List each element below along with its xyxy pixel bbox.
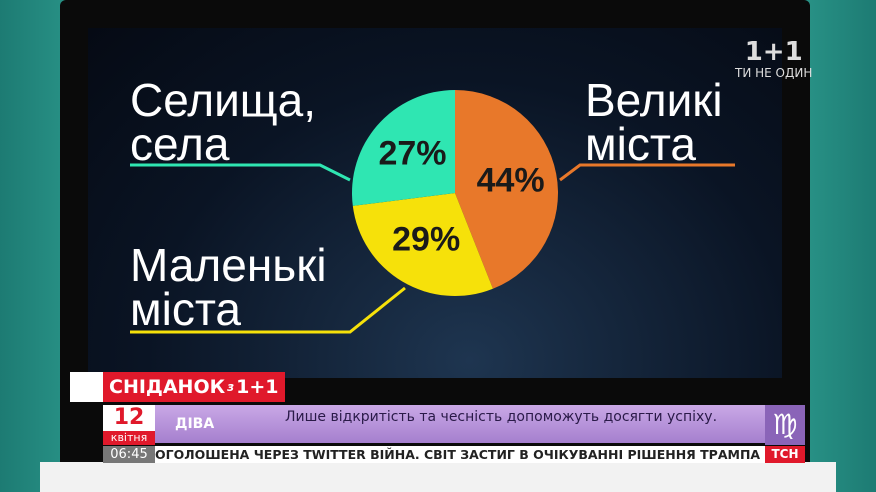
ticker-source: ТСН [765, 446, 805, 463]
show-channel: 1+1 [236, 376, 279, 398]
pie-slice [352, 90, 455, 206]
logo: 1+1 ТИ НЕ ОДИН [735, 38, 812, 80]
logo-slogan: ТИ НЕ ОДИН [735, 66, 813, 80]
category-label: Великі міста [585, 74, 723, 170]
value-label: 29% [392, 221, 460, 259]
value-label: 44% [477, 161, 545, 199]
show-name: СНІДАНОК [109, 376, 226, 398]
value-label: 27% [378, 135, 446, 173]
horoscope-text: Лише відкритість та чесність допоможуть … [285, 409, 718, 425]
horoscope-bar: ДІВА Лише відкритість та чесність допомо… [155, 405, 765, 443]
show-connector: з [227, 380, 235, 394]
date-month: квітня [103, 431, 155, 445]
leader-line [130, 286, 406, 334]
logo-mark: 1+1 [744, 37, 803, 67]
show-icon [70, 372, 103, 402]
pie-slice [352, 193, 493, 296]
leader-line [559, 163, 735, 182]
time-box: 06:45 [103, 446, 155, 463]
laptop-base [40, 462, 836, 492]
show-bar: СНІДАНОК з 1+1 [103, 372, 285, 402]
pie-slice [455, 90, 559, 289]
category-label: Селища, села [130, 74, 317, 170]
zodiac-box: ♍ [765, 405, 805, 445]
leader-line [130, 163, 351, 182]
ticker: ОГОЛОШЕНА ЧЕРЕЗ TWITTER ВІЙНА. СВІТ ЗАСТ… [155, 446, 765, 463]
horoscope-sign: ДІВА [175, 416, 215, 432]
category-label: Маленькі міста [130, 239, 327, 335]
date-box: 12 квітня [103, 405, 155, 445]
date-day: 12 [113, 405, 145, 430]
